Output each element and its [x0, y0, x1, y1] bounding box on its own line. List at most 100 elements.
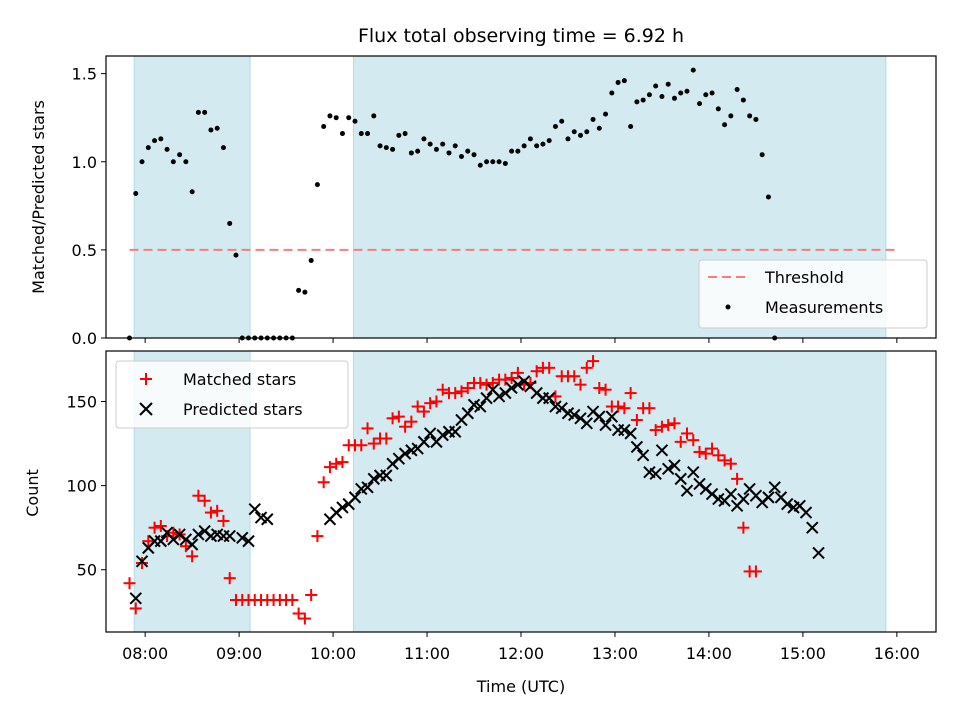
measurement-point: [690, 67, 696, 73]
measurement-point: [590, 116, 596, 122]
measurement-point: [333, 115, 339, 121]
measurement-point: [740, 97, 746, 103]
measurement-point: [546, 138, 552, 144]
matched-stars-point: [142, 535, 155, 548]
measurement-point: [208, 127, 214, 133]
matched-stars-point: [298, 612, 311, 625]
predicted-stars-point: [417, 435, 431, 449]
measurement-point: [646, 92, 652, 98]
matched-stars-point: [392, 410, 405, 423]
legend-ratio: Threshold Measurements: [698, 259, 928, 329]
predicted-stars-point: [674, 472, 687, 486]
predicted-stars-point: [605, 410, 619, 423]
measurement-point: [383, 145, 389, 151]
x-tick-label: 16:00: [874, 644, 920, 663]
matched-stars-point: [123, 577, 136, 590]
measurement-point: [515, 148, 521, 154]
measurement-point: [603, 111, 609, 117]
matched-stars-point: [217, 514, 230, 527]
matched-stars-point: [148, 521, 161, 534]
measurement-point: [308, 257, 314, 263]
measurement-point: [408, 150, 414, 156]
measurement-point: [139, 159, 145, 165]
measurement-point: [509, 148, 515, 154]
measurement-point: [296, 287, 302, 293]
measurement-point: [671, 95, 677, 101]
matched-stars-point: [461, 382, 474, 395]
measurement-point: [565, 136, 571, 142]
matched-stars-point: [706, 442, 719, 455]
measurement-point: [133, 190, 139, 196]
legend-matched-label: Matched stars: [183, 370, 296, 389]
predicted-stars-point: [336, 501, 349, 514]
panel-counts: 50 100 150 08:00 09:00 10:00 11:00 12:00 13:00 1…: [23, 350, 937, 696]
measurement-point: [458, 153, 464, 159]
predicted-stars-point: [367, 472, 380, 486]
measurement-point: [440, 141, 446, 147]
matched-stars-point: [712, 449, 725, 462]
matched-stars-point: [674, 435, 687, 448]
predicted-stars-point: [423, 427, 437, 440]
matched-stars-point: [699, 447, 712, 460]
measurement-point: [703, 92, 709, 98]
predicted-stars-point: [480, 391, 493, 405]
predicted-stars-point: [806, 521, 819, 534]
measurement-point: [346, 115, 352, 121]
matched-stars-point: [587, 355, 600, 368]
y-tick-label: 0.0: [72, 329, 97, 348]
matched-stars-point: [323, 461, 336, 474]
matched-stars-point: [411, 400, 424, 413]
predicted-stars-point: [361, 481, 374, 494]
measurement-point: [653, 83, 659, 89]
measurement-point: [678, 90, 684, 96]
measurement-point: [321, 124, 327, 129]
predicted-stars-point: [762, 491, 775, 504]
legend-counts: Matched stars Predicted stars: [115, 360, 349, 429]
matched-stars-point: [655, 420, 668, 433]
matched-stars-point: [436, 383, 449, 396]
measurement-point: [552, 124, 558, 129]
predicted-stars-point: [737, 492, 750, 506]
predicted-stars-point: [662, 462, 675, 475]
measurement-point: [615, 79, 621, 85]
predicted-stars-point: [593, 410, 606, 423]
y-axis-label-ratio: Matched/Predicted stars: [29, 100, 48, 294]
matched-stars-point: [361, 422, 374, 435]
legend-measurements-swatch: [725, 304, 731, 310]
measurement-point: [377, 143, 383, 149]
predicted-stars-point: [135, 555, 149, 568]
predicted-stars-point: [154, 534, 168, 548]
matched-stars-point: [292, 607, 305, 620]
y-tick-label: 100: [66, 477, 97, 496]
measurement-point: [421, 136, 427, 142]
measurement-point: [628, 124, 634, 129]
matched-stars-point: [192, 489, 205, 502]
y-tick-label: 1.0: [72, 153, 97, 172]
x-tick-label: 11:00: [404, 644, 450, 663]
measurement-point: [534, 143, 540, 149]
measurement-point: [634, 99, 640, 105]
matched-stars-point: [204, 506, 217, 519]
measurement-point: [446, 150, 452, 156]
matched-stars-point: [630, 413, 643, 426]
matched-stars-point: [198, 494, 211, 507]
legend-predicted-swatch: [139, 402, 153, 416]
matched-stars-point: [223, 572, 236, 585]
measurement-point: [596, 125, 602, 131]
matched-stars-point: [568, 370, 581, 383]
matched-stars-point: [405, 415, 418, 428]
matched-stars-point: [380, 432, 393, 445]
predicted-stars-point: [248, 502, 261, 516]
matched-stars-point: [574, 378, 587, 391]
predicted-stars-point: [492, 390, 506, 403]
matched-stars-point: [530, 365, 543, 378]
x-tick-label: 15:00: [780, 644, 826, 663]
measurement-point: [490, 159, 496, 165]
matched-stars-point: [693, 445, 706, 458]
predicted-stars-point: [781, 497, 794, 511]
predicted-stars-point: [599, 418, 612, 432]
y-tick-label: 50: [77, 561, 97, 580]
measurement-point: [765, 194, 771, 200]
measurement-point: [715, 106, 721, 112]
measurement-point: [158, 136, 164, 142]
